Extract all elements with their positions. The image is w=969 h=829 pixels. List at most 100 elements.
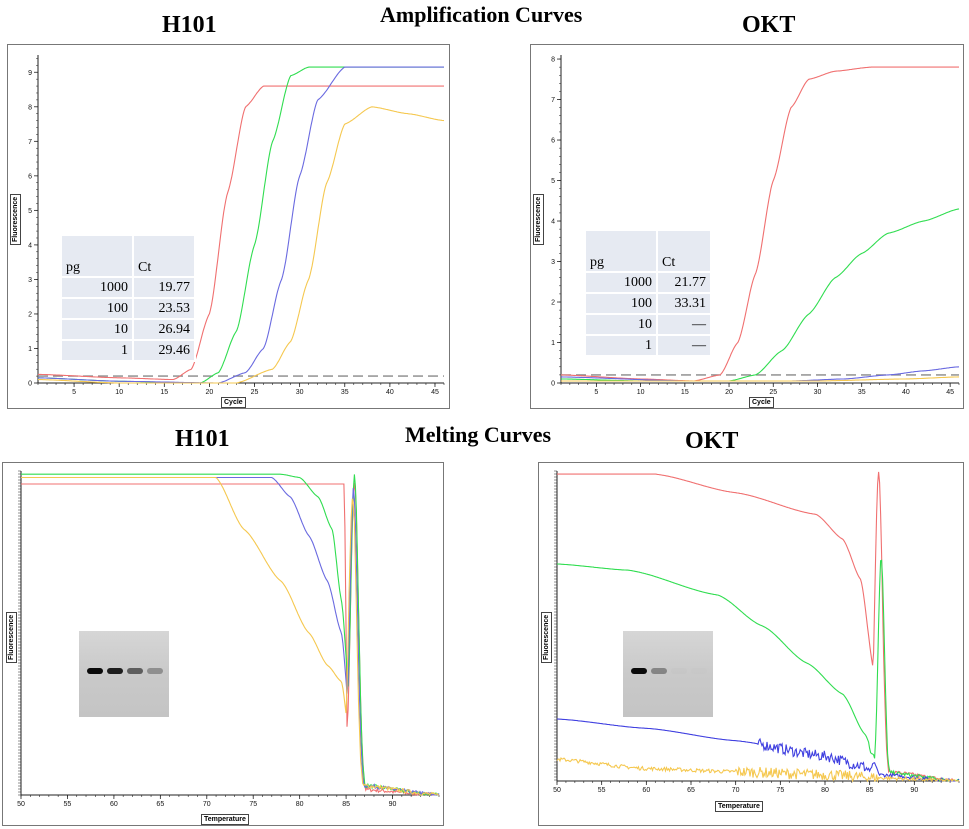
table-header-row: pg Ct — [584, 229, 712, 273]
cycle-axis-label: Cycle — [749, 397, 774, 408]
x-tick-label: 20 — [206, 389, 214, 396]
y-tick-label: 0 — [28, 381, 32, 388]
okt-melting-title: OKT — [685, 428, 739, 454]
pg-header: pg — [60, 234, 134, 278]
pg-cell: 1 — [584, 334, 658, 357]
okt-amplification-chart: 5 10 15 20 25 30 35 40 45 0 1 2 3 4 5 6 7 8 Fluorescence … — [530, 44, 964, 409]
pg-cell: 1000 — [60, 276, 134, 299]
y-tick-label: 2 — [28, 311, 32, 318]
x-tick-label: 50 — [17, 801, 25, 808]
pg-cell: 100 — [60, 297, 134, 320]
h101-melting-chart: 50 55 60 65 70 75 80 85 90 Fluorescence Temperat… — [2, 462, 444, 826]
x-tick-label: 35 — [858, 389, 866, 396]
ct-cell: 29.46 — [132, 339, 196, 362]
ct-cell: — — [656, 334, 712, 357]
series-line-10-pg — [556, 718, 960, 783]
h101-melting-title: H101 — [175, 426, 230, 452]
okt-ct-table: pg Ct 1000 21.77 100 33.31 10— 1— — [584, 229, 712, 357]
table-row: 100 33.31 — [584, 292, 712, 315]
series-line-1000-pg — [561, 66, 959, 382]
x-tick-label: 40 — [902, 389, 910, 396]
okt-gel-image — [623, 631, 713, 717]
h101-amplification-title: H101 — [162, 12, 217, 38]
x-tick-label: 25 — [769, 389, 777, 396]
x-tick-label: 25 — [251, 389, 259, 396]
x-tick-label: 65 — [156, 801, 164, 808]
fluorescence-axis-label: Fluorescence — [541, 611, 552, 663]
x-tick-label: 70 — [203, 801, 211, 808]
y-tick-label: 3 — [551, 259, 555, 266]
series-line-10-pg — [38, 66, 444, 384]
table-row: 10— — [584, 313, 712, 336]
y-tick-label: 5 — [28, 208, 32, 215]
y-tick-label: 0 — [551, 381, 555, 388]
x-tick-label: 55 — [64, 801, 72, 808]
temperature-axis-label: Temperature — [715, 801, 763, 812]
gel-band — [631, 668, 647, 674]
pg-cell: 10 — [60, 318, 134, 341]
y-tick-label: 2 — [551, 300, 555, 307]
y-tick-label: 5 — [551, 178, 555, 185]
gel-band — [671, 668, 687, 674]
series-line-100-pg — [557, 559, 960, 782]
table-header-row: pg Ct — [60, 234, 196, 278]
x-tick-label: 85 — [342, 801, 350, 808]
gel-band — [691, 668, 707, 674]
pg-cell: 1000 — [584, 271, 658, 294]
temperature-axis-label: Temperature — [201, 814, 249, 825]
x-tick-label: 65 — [687, 787, 695, 794]
y-tick-label: 8 — [551, 57, 555, 64]
y-tick-label: 7 — [551, 97, 555, 104]
x-tick-label: 60 — [642, 787, 650, 794]
y-tick-label: 4 — [551, 219, 555, 226]
x-tick-label: 35 — [341, 389, 349, 396]
gel-band — [127, 668, 143, 674]
series-line-1000-pg — [21, 482, 440, 797]
x-tick-label: 50 — [553, 787, 561, 794]
series-line-1-pg — [21, 476, 439, 796]
x-tick-label: 80 — [821, 787, 829, 794]
cycle-axis-label: Cycle — [221, 397, 246, 408]
series-line-1000-pg — [557, 471, 960, 782]
ct-header: Ct — [656, 229, 712, 273]
x-tick-label: 75 — [249, 801, 257, 808]
melting-curves-title: Melting Curves — [405, 422, 552, 447]
okt-melting-plot: 50 55 60 65 70 75 80 85 90 — [553, 470, 960, 794]
gel-band — [87, 668, 103, 674]
x-tick-label: 15 — [681, 389, 689, 396]
amplification-curves-title: Amplification Curves — [380, 2, 583, 27]
gel-band — [107, 668, 123, 674]
series-line-1-pg — [561, 376, 959, 382]
table-row: 1— — [584, 334, 712, 357]
gel-band — [147, 668, 163, 674]
ct-header: Ct — [132, 234, 196, 278]
h101-ct-table: pg Ct 1000 19.77 100 23.53 10 26.94 1 29.46 — [60, 234, 196, 362]
y-tick-label: 1 — [551, 340, 555, 347]
x-tick-label: 10 — [115, 389, 123, 396]
x-tick-label: 10 — [637, 389, 645, 396]
table-row: 1 29.46 — [60, 339, 196, 362]
x-tick-label: 20 — [725, 389, 733, 396]
y-tick-label: 7 — [28, 139, 32, 146]
series-line-100-pg — [21, 473, 440, 796]
y-tick-label: 1 — [28, 346, 32, 353]
series-line-1-pg — [556, 756, 960, 783]
x-tick-label: 45 — [946, 389, 954, 396]
h101-melting-plot: 50 55 60 65 70 75 80 85 90 — [17, 470, 440, 808]
pg-cell: 100 — [584, 292, 658, 315]
pg-header: pg — [584, 229, 658, 273]
ct-cell: 33.31 — [656, 292, 712, 315]
x-tick-label: 30 — [296, 389, 304, 396]
y-tick-label: 9 — [28, 70, 32, 77]
x-tick-label: 70 — [732, 787, 740, 794]
x-tick-label: 5 — [72, 389, 76, 396]
x-tick-label: 55 — [598, 787, 606, 794]
fluorescence-axis-label: Fluorescence — [10, 193, 21, 245]
table-row: 100 23.53 — [60, 297, 196, 320]
h101-gel-image — [79, 631, 169, 717]
series-line-1000-pg — [38, 85, 444, 381]
series-line-1-pg — [37, 106, 445, 384]
gel-band — [651, 668, 667, 674]
